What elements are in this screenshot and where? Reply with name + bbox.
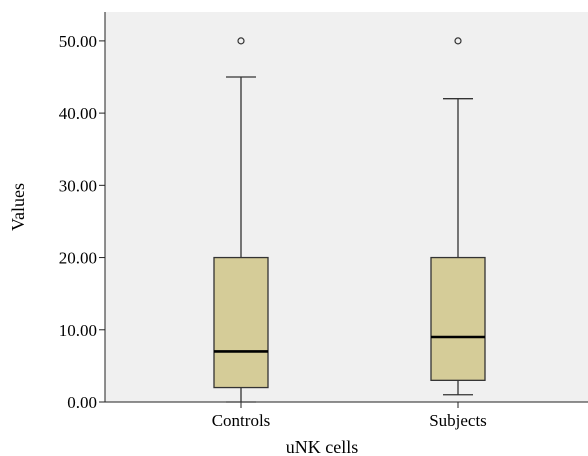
- y-tick-label: 10.00: [59, 321, 97, 340]
- y-axis-ticks: 0.00 10.00 20.00 30.00 40.00 50.00: [59, 32, 105, 412]
- y-tick-label: 30.00: [59, 176, 97, 195]
- iqr-box-subjects: [430, 256, 486, 381]
- box-controls: [213, 37, 269, 403]
- y-tick-label: 0.00: [67, 393, 97, 412]
- x-tick-label-subjects: Subjects: [429, 411, 487, 430]
- plot-area: [105, 12, 588, 402]
- iqr-box-controls: [213, 256, 269, 389]
- x-axis-title: uNK cells: [286, 437, 358, 456]
- y-tick-label: 20.00: [59, 249, 97, 268]
- y-tick-label: 40.00: [59, 104, 97, 123]
- box-subjects: [430, 37, 486, 396]
- outlier-point-subjects: [454, 37, 462, 45]
- x-axis-ticks: Controls Subjects: [212, 402, 487, 430]
- outlier-point-controls: [237, 37, 245, 45]
- box-series: [213, 37, 486, 403]
- y-axis-title: Values: [8, 183, 28, 231]
- y-tick-label: 50.00: [59, 32, 97, 51]
- x-tick-label-controls: Controls: [212, 411, 271, 430]
